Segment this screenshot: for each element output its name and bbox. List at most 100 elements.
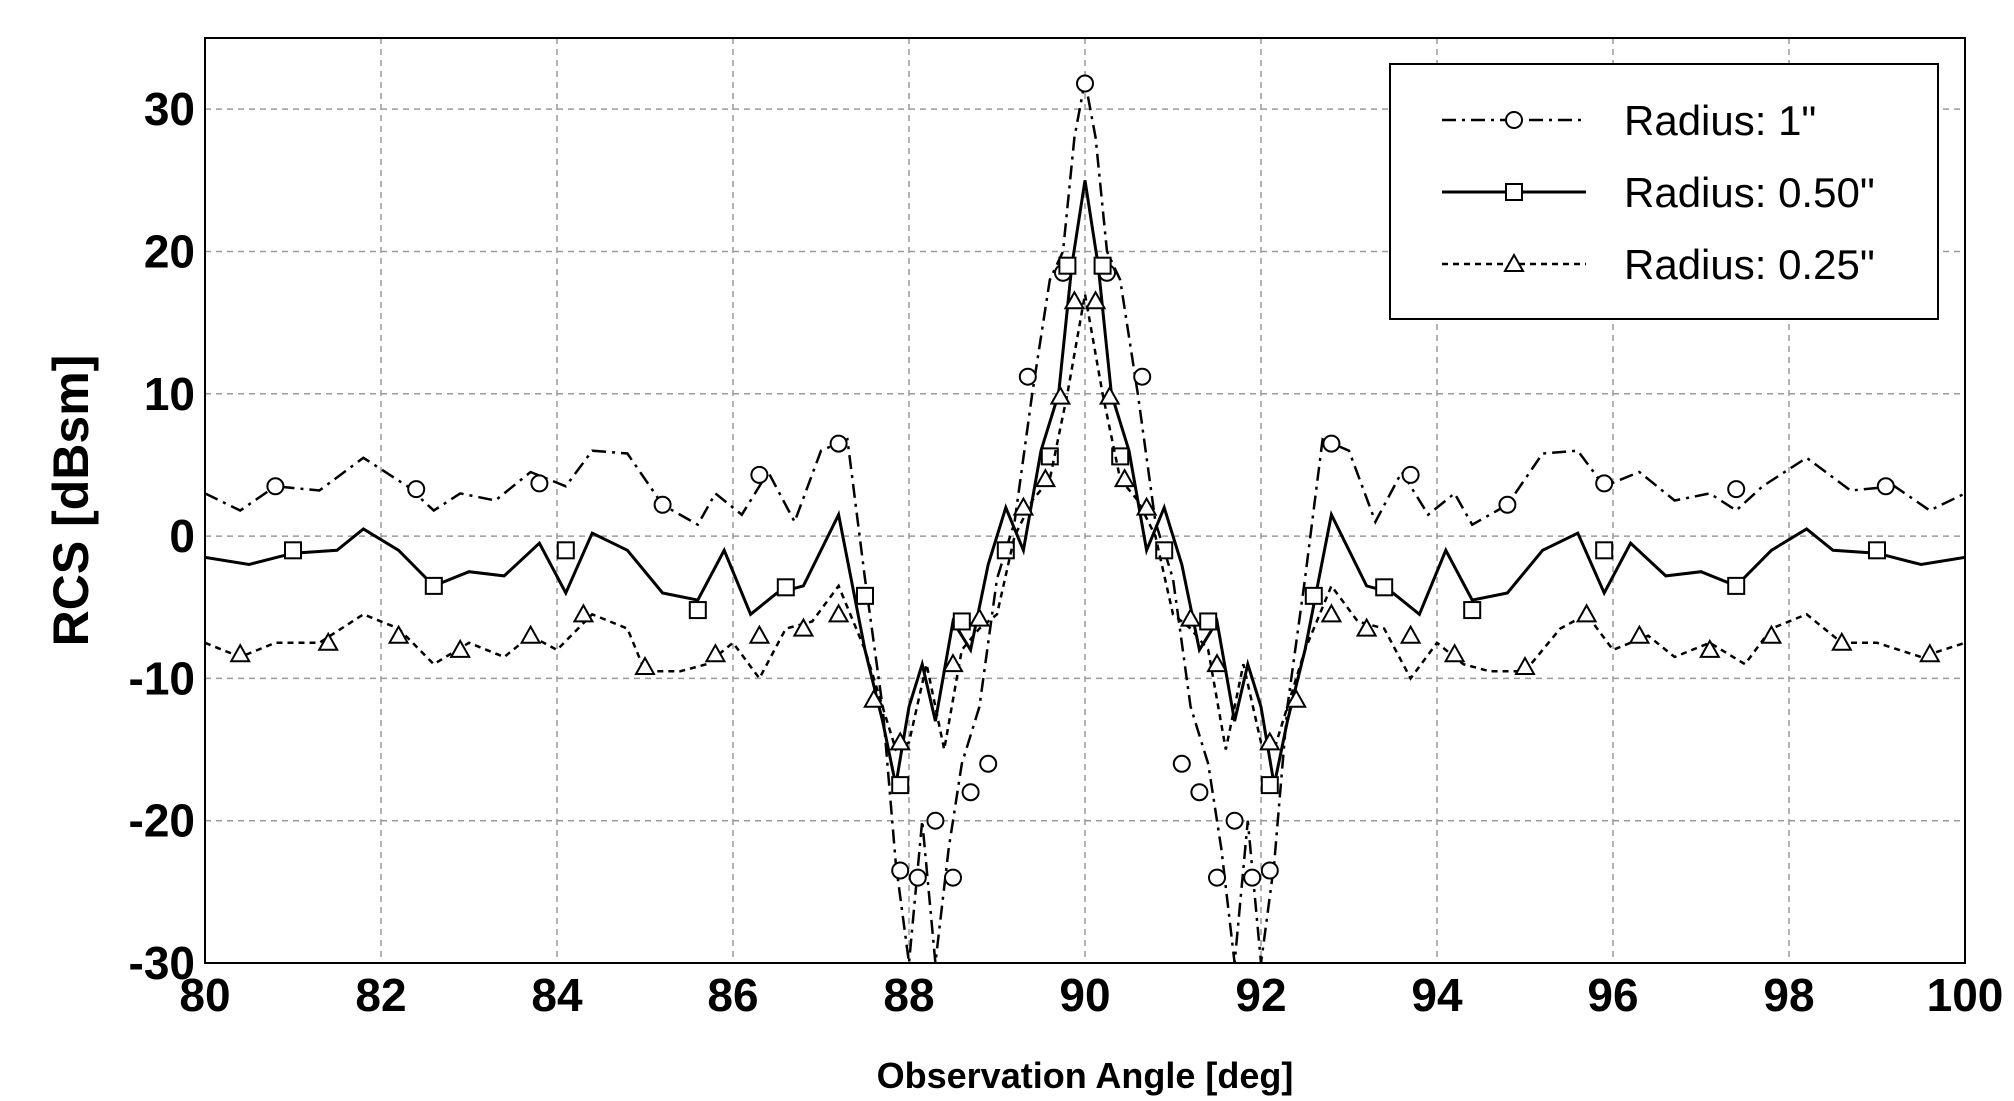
series-marker — [829, 434, 848, 453]
series-marker — [1260, 861, 1279, 880]
series-marker — [653, 495, 672, 514]
y-tick-labels: -30 -20 -10 0 10 20 30 — [129, 83, 195, 989]
series-marker — [1058, 256, 1077, 275]
y-tick-label: 10 — [144, 368, 195, 420]
series-marker — [1355, 617, 1378, 637]
series-marker — [530, 474, 549, 493]
legend-entry: Radius: 0.50" — [1442, 169, 1875, 216]
legend-entry: Radius: 0.25" — [1442, 241, 1875, 288]
series-marker — [1076, 74, 1094, 93]
series-marker — [1135, 496, 1158, 516]
series-marker — [1831, 631, 1853, 651]
x-tick-label: 98 — [1763, 969, 1814, 1021]
series-marker — [1399, 624, 1422, 644]
series-marker — [1259, 731, 1281, 751]
series-marker — [1098, 385, 1121, 405]
series-marker — [704, 643, 727, 663]
series-marker — [229, 643, 251, 663]
series-marker — [1285, 688, 1307, 708]
series-marker — [1206, 653, 1228, 673]
series-marker — [284, 541, 302, 560]
x-tick-label: 96 — [1587, 969, 1638, 1021]
legend-label: Radius: 0.50" — [1624, 169, 1875, 216]
series-marker — [519, 624, 542, 644]
series-marker — [1063, 290, 1086, 310]
series-marker — [1260, 776, 1279, 795]
series-marker — [748, 624, 771, 644]
series-marker — [1172, 754, 1191, 773]
series-marker — [827, 603, 850, 623]
x-tick-label: 86 — [707, 969, 758, 1021]
series-marker — [1199, 612, 1218, 631]
y-tick-label: -10 — [129, 652, 195, 704]
series-marker — [1727, 480, 1746, 499]
series-marker — [1225, 811, 1244, 830]
series-marker — [1113, 468, 1136, 488]
series-marker — [387, 624, 410, 644]
series-marker — [891, 776, 910, 795]
series-marker — [891, 861, 910, 880]
series-marker — [1760, 624, 1783, 644]
series-marker — [688, 601, 707, 620]
series-marker — [908, 868, 927, 887]
series-marker — [1628, 624, 1651, 644]
series-3 — [205, 290, 1965, 752]
x-tick-labels: 80 82 84 86 88 90 92 94 96 98 100 — [179, 969, 2003, 1021]
series-marker — [449, 638, 471, 658]
series-marker — [979, 754, 998, 773]
legend-marker — [1503, 252, 1525, 272]
series-marker — [1375, 578, 1394, 597]
series-marker — [1084, 290, 1107, 310]
series-marker — [1034, 468, 1057, 488]
legend-label: Radius: 1" — [1624, 97, 1816, 144]
x-tick-label: 100 — [1927, 969, 2004, 1021]
legend-label: Radius: 0.25" — [1624, 241, 1875, 288]
y-tick-label: 20 — [144, 225, 195, 277]
series-marker — [792, 617, 815, 637]
x-axis-label: Observation Angle [deg] — [877, 1055, 1294, 1096]
series-marker — [1322, 434, 1341, 453]
series-marker — [1049, 385, 1072, 405]
series-marker — [952, 612, 971, 631]
series-marker — [961, 783, 980, 802]
series-marker — [1463, 601, 1482, 620]
series-marker — [266, 477, 285, 496]
x-tick-label: 80 — [179, 969, 230, 1021]
y-axis-label: RCS [dBsm] — [43, 355, 99, 647]
series-marker — [1699, 638, 1721, 658]
series-line — [205, 180, 1965, 786]
series-marker — [1208, 868, 1226, 887]
series-marker — [1919, 643, 1941, 663]
x-tick-label: 84 — [531, 969, 583, 1021]
series-marker — [424, 576, 443, 595]
series-marker — [750, 465, 769, 484]
series-marker — [1320, 603, 1343, 623]
series-line — [205, 293, 1965, 752]
series-marker — [1012, 496, 1035, 516]
series-marker — [1190, 783, 1209, 802]
series-marker — [1595, 474, 1614, 493]
x-tick-label: 92 — [1235, 969, 1286, 1021]
y-tick-label: -20 — [129, 795, 195, 847]
x-tick-label: 88 — [883, 969, 934, 1021]
series-marker — [1179, 607, 1202, 627]
series-layer — [205, 74, 1965, 963]
series-marker — [1243, 868, 1262, 887]
series-marker — [1443, 643, 1466, 663]
y-tick-label: 30 — [144, 83, 195, 135]
series-marker — [1876, 477, 1895, 496]
series-marker — [407, 480, 426, 499]
series-2 — [205, 180, 1965, 795]
series-marker — [1514, 655, 1536, 675]
series-marker — [1133, 367, 1152, 386]
series-marker — [776, 578, 795, 597]
series-marker — [317, 631, 339, 651]
legend-entry: Radius: 1" — [1442, 97, 1816, 144]
plot-frame — [204, 37, 1966, 964]
series-marker — [1868, 541, 1886, 560]
series-marker — [944, 868, 962, 887]
x-tick-label: 90 — [1059, 969, 1110, 1021]
series-marker — [1018, 367, 1037, 386]
series-marker — [863, 688, 885, 708]
